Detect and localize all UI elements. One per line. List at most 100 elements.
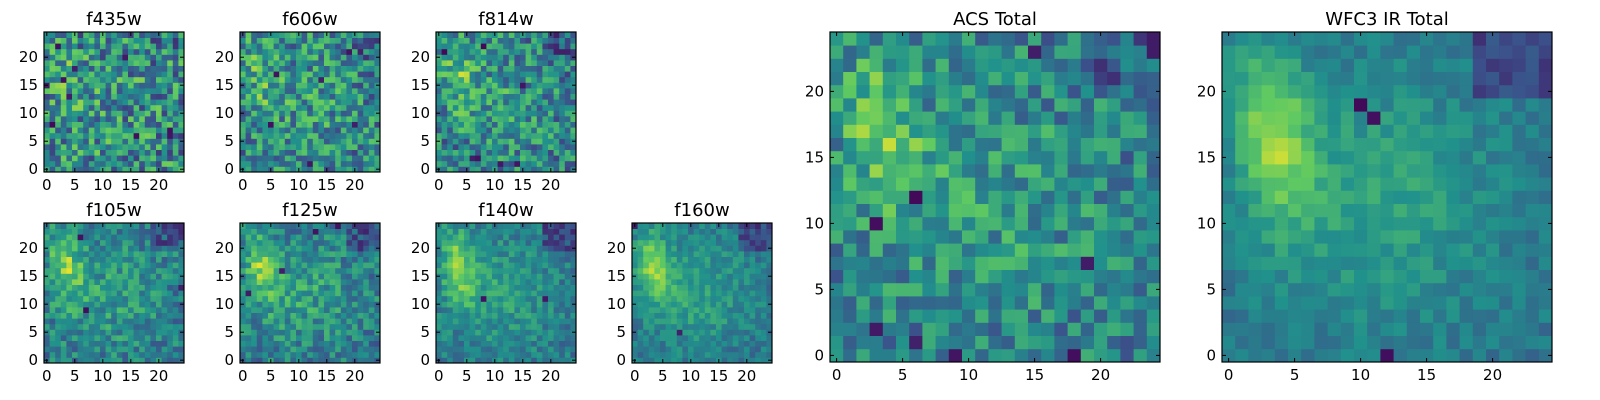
heatmap-cell <box>111 279 118 285</box>
heatmap-cell <box>1094 256 1108 270</box>
heatmap-cell <box>251 99 258 106</box>
heatmap-cell <box>144 155 151 162</box>
heatmap-cell <box>66 323 73 330</box>
heatmap-cell <box>469 228 476 235</box>
heatmap-cell <box>178 32 185 38</box>
heatmap-cell <box>312 295 319 302</box>
heatmap-cell <box>559 54 566 61</box>
heatmap-cell <box>755 295 762 302</box>
heatmap-cell <box>548 262 554 269</box>
heatmap-cell <box>324 82 330 89</box>
heatmap-cell <box>83 295 90 302</box>
heatmap-cell <box>486 149 493 156</box>
heatmap-cell <box>150 262 157 269</box>
heatmap-cells-f435w <box>44 32 185 173</box>
heatmap-cell <box>279 76 286 83</box>
heatmap-cell <box>256 132 263 139</box>
heatmap-cell <box>738 290 745 297</box>
heatmap-cell <box>559 127 566 134</box>
heatmap-cell <box>570 93 577 100</box>
heatmap-cell <box>139 301 146 308</box>
heatmap-cell <box>245 245 252 252</box>
heatmap-cell <box>480 295 487 302</box>
heatmap-cell <box>83 110 90 117</box>
heatmap-cell <box>564 155 571 162</box>
heatmap-cell <box>452 329 459 336</box>
heatmap-cell <box>682 340 689 347</box>
heatmap-cell <box>318 54 325 61</box>
heatmap-cell <box>251 76 258 83</box>
heatmap-cell <box>318 239 325 246</box>
heatmap-cell <box>727 256 734 263</box>
heatmap-cell <box>122 318 129 325</box>
heatmap-cell <box>44 76 50 83</box>
heatmap-cell <box>520 104 526 111</box>
heatmap-cell <box>660 340 666 347</box>
heatmap-cell <box>172 279 179 285</box>
heatmap-cell <box>452 346 459 353</box>
heatmap-cell <box>167 312 174 319</box>
heatmap-cell <box>318 234 325 241</box>
heatmap-cell <box>363 307 370 313</box>
heatmap-cell <box>268 335 274 341</box>
heatmap-cell <box>564 37 571 44</box>
heatmap-cell <box>948 256 963 270</box>
heatmap-cell <box>447 104 454 111</box>
heatmap-cell <box>497 234 504 241</box>
heatmap-cell <box>721 318 728 325</box>
heatmap-cell <box>716 251 722 257</box>
heatmap-cell <box>83 155 90 162</box>
heatmap-cell <box>111 234 118 241</box>
heatmap-cell <box>520 160 526 167</box>
heatmap-cell <box>1001 164 1016 178</box>
heatmap-cell <box>374 104 381 111</box>
heatmap-cell <box>688 307 694 313</box>
heatmap-cell <box>503 318 510 325</box>
heatmap-cell <box>156 48 162 55</box>
heatmap-cell <box>44 228 50 235</box>
heatmap-cell <box>553 245 560 252</box>
heatmap-cell <box>357 76 364 83</box>
heatmap-cell <box>564 76 571 83</box>
heatmap-cell <box>514 335 521 341</box>
heatmap-cells-f814w <box>436 32 577 173</box>
heatmap-cell <box>922 348 936 363</box>
heatmap-cell <box>111 301 118 308</box>
heatmap-cell <box>542 245 549 252</box>
heatmap-cell <box>486 54 493 61</box>
heatmap-cell <box>245 351 252 358</box>
heatmap-cell <box>150 116 157 122</box>
heatmap-cell <box>766 223 773 229</box>
heatmap-cell <box>301 357 308 364</box>
heatmap-cell <box>559 256 566 263</box>
heatmap-cell <box>357 82 364 89</box>
heatmap-cell <box>329 318 336 325</box>
heatmap-cell <box>139 121 146 128</box>
heatmap-cell <box>469 138 476 145</box>
heatmap-cell <box>100 251 106 257</box>
heatmap-cell <box>447 256 454 263</box>
heatmap-cell <box>531 267 538 274</box>
heatmap-cell <box>1094 216 1108 231</box>
heatmap-cell <box>139 104 146 111</box>
heatmap-cell <box>139 88 146 94</box>
heatmap-cell <box>357 340 364 347</box>
heatmap-cell <box>716 256 722 263</box>
heatmap-cell <box>340 245 347 252</box>
heatmap-cell <box>329 223 336 229</box>
heatmap-cell <box>251 88 258 94</box>
heatmap-cell <box>172 93 179 100</box>
heatmap-cell <box>436 312 442 319</box>
heatmap-cell <box>363 329 370 336</box>
heatmap-cell <box>245 65 252 72</box>
heatmap-cell <box>962 348 976 363</box>
heatmap-cell <box>671 228 678 235</box>
heatmap-cell <box>882 322 897 336</box>
heatmap-cell <box>458 99 465 106</box>
heatmap-cell <box>72 228 78 235</box>
heatmap-cell <box>716 273 722 280</box>
heatmap-cell <box>346 273 353 280</box>
heatmap-cell <box>1067 296 1082 310</box>
heatmap-cell <box>150 76 157 83</box>
heatmap-cell <box>262 43 269 50</box>
